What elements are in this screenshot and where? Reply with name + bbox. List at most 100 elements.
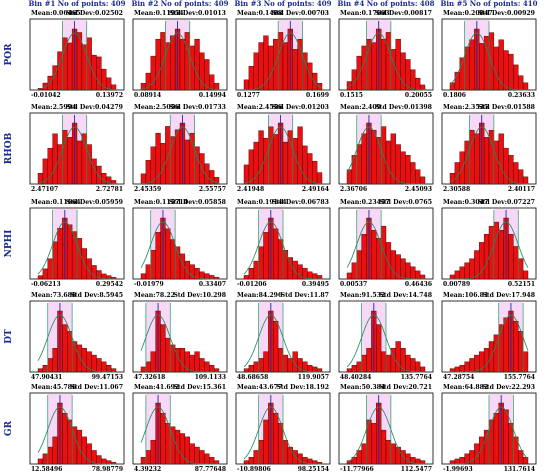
normal-curve	[37, 221, 116, 280]
std-dev-label: Std Dev:0.00703	[272, 10, 329, 17]
histogram-bar	[508, 423, 514, 465]
histogram-bar	[410, 266, 416, 280]
std-dev-label: Std Dev:11.87	[281, 292, 329, 299]
histogram-bar	[189, 443, 195, 465]
x-tick-max: 2.72781	[96, 186, 123, 193]
histogram-bar	[405, 262, 411, 280]
histogram-bar	[189, 354, 195, 373]
histogram-bar	[522, 270, 529, 280]
histogram-bar	[346, 272, 353, 280]
x-tick-min: 0.1277	[237, 92, 260, 99]
histogram-bar	[67, 137, 73, 185]
histogram-bar	[503, 50, 509, 91]
histogram-bar	[106, 365, 112, 373]
mean-label: Mean:0.3047	[443, 199, 488, 206]
std-dev-label: Std Dev:8.5945	[70, 292, 123, 299]
histogram-bar	[258, 440, 264, 465]
x-tick-min: 4.39232	[134, 466, 161, 473]
histogram-bar	[419, 274, 426, 280]
histogram-bar	[170, 239, 176, 280]
histogram-bar	[395, 144, 401, 185]
histogram-bar	[184, 139, 190, 185]
histogram-bar	[415, 77, 421, 91]
x-tick-max: 0.33407	[199, 281, 226, 288]
histogram-bar	[273, 38, 279, 91]
column-title: Bin #2 No of points: 409	[131, 0, 228, 8]
histogram-bar	[189, 132, 195, 185]
x-tick-min: 0.1515	[340, 92, 363, 99]
x-tick-min: 0.1806	[443, 92, 466, 99]
histogram-bar	[380, 429, 387, 465]
histogram-bar	[395, 446, 401, 465]
histogram-bar	[297, 126, 303, 185]
mean-label: Mean:0.17603	[340, 10, 390, 17]
x-tick-min: 48.68658	[237, 374, 268, 381]
histogram-bar	[273, 320, 279, 373]
x-tick-min: -0.01979	[134, 281, 164, 288]
histogram-bar	[316, 368, 323, 373]
normal-curve	[37, 126, 117, 185]
x-tick-max: 99.47153	[92, 374, 123, 381]
normal-curve	[346, 221, 425, 280]
histogram-bar	[179, 348, 186, 373]
histogram-bar	[243, 460, 250, 465]
mean-label: Mean:41.692	[134, 384, 179, 391]
histogram-bar	[243, 164, 250, 185]
histogram-bar	[419, 366, 426, 373]
histogram-bar	[390, 49, 396, 91]
x-tick-min: 48.40284	[340, 374, 371, 381]
histogram-bar	[376, 238, 382, 280]
histogram-bar	[503, 317, 509, 373]
x-tick-min: -10.89806	[237, 466, 271, 473]
column-title: Bin #5 No of points: 410	[440, 0, 537, 8]
histogram-bar	[179, 38, 186, 91]
histogram-bar	[194, 351, 200, 373]
histogram-bar	[96, 455, 102, 465]
histogram-bar	[449, 460, 456, 465]
histogram-bar	[140, 366, 147, 373]
normal-curve	[449, 32, 528, 91]
std-dev-label: Std Dev:0.05959	[66, 199, 123, 206]
histogram-bar	[385, 440, 392, 465]
histogram-bar	[479, 436, 485, 465]
histogram-bar	[150, 55, 156, 91]
histogram-bar	[518, 331, 524, 373]
histogram-bar	[199, 271, 205, 280]
histogram-bar	[356, 250, 362, 280]
histogram-bar	[361, 45, 367, 91]
histogram-bar	[204, 273, 210, 280]
histogram-bar	[410, 162, 416, 185]
histogram-bar	[101, 458, 107, 465]
histogram-bar	[400, 151, 406, 185]
std-dev-label: Std Dev:14.748	[379, 292, 432, 299]
x-tick-min: -1.99693	[443, 466, 473, 473]
mean-label: Mean:0.11954	[134, 10, 184, 17]
normal-curve	[243, 221, 322, 280]
histogram-bar	[307, 62, 313, 91]
mean-label: Mean:78.22	[134, 292, 175, 299]
histogram-bar	[194, 446, 200, 465]
histogram-bar	[150, 146, 156, 185]
histogram-bar	[52, 241, 58, 280]
mean-label: Mean:2.3535	[443, 104, 488, 111]
histogram-bar	[469, 39, 475, 91]
histogram-bar	[150, 250, 156, 280]
row-label: NPHI	[4, 230, 14, 258]
x-tick-max: 2.55757	[199, 186, 226, 193]
histogram-bar	[81, 44, 87, 91]
histogram-bar	[155, 38, 161, 91]
histogram-bar	[209, 457, 215, 465]
histogram-bar	[209, 275, 215, 280]
normal-curve	[450, 314, 529, 373]
histogram-bar	[385, 242, 392, 280]
histogram-bar	[273, 134, 279, 185]
histogram-bar	[243, 79, 250, 91]
histogram-bar	[518, 450, 524, 465]
histogram-bar	[356, 144, 362, 185]
histogram-bar	[277, 239, 284, 280]
histogram-bar	[199, 358, 205, 373]
histogram-bar	[174, 129, 181, 185]
histogram-bar	[513, 320, 519, 373]
histogram-bar	[454, 270, 460, 280]
normal-curve	[450, 406, 529, 465]
